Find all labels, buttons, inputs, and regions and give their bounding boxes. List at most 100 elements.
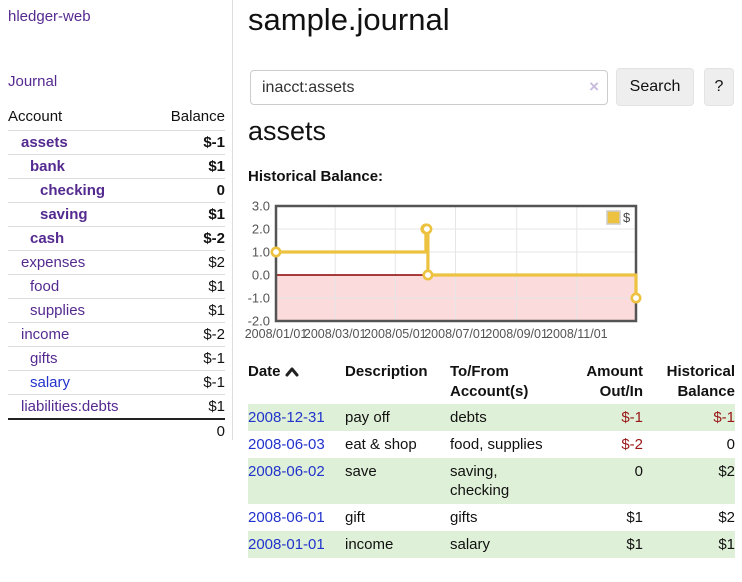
sidebar-account-link[interactable]: expenses xyxy=(21,254,86,271)
data-point-marker xyxy=(270,246,282,258)
account-row: assets $-1 xyxy=(8,130,225,155)
y-axis-tick-label: 1.0 xyxy=(252,245,270,260)
sidebar-account-link[interactable]: income xyxy=(21,326,70,343)
sidebar-account-link[interactable]: saving xyxy=(40,206,88,223)
clear-search-icon[interactable]: × xyxy=(589,77,599,96)
header-label: To/From xyxy=(450,363,509,380)
account-balance: $1 xyxy=(208,206,225,223)
register-header-description[interactable]: Description xyxy=(345,360,450,404)
account-balance: $-1 xyxy=(203,134,225,151)
x-axis-tick-label: 2008/05/01 xyxy=(364,327,427,341)
account-balance: $1 xyxy=(208,398,225,415)
account-row: supplies $1 xyxy=(8,298,225,323)
header-label: Balance xyxy=(677,383,735,400)
header-label: Date xyxy=(248,363,281,380)
account-row: cash $-2 xyxy=(8,226,225,251)
account-row: gifts $-1 xyxy=(8,346,225,371)
search-button[interactable]: Search xyxy=(616,68,694,106)
sidebar-account-link[interactable]: gifts xyxy=(30,350,58,367)
y-axis-tick-label: -2.0 xyxy=(248,314,270,329)
sidebar-account-link[interactable]: salary xyxy=(30,374,71,391)
chart-border xyxy=(274,204,638,323)
accounts-header-balance: Balance xyxy=(170,108,225,125)
y-axis-tick-label: -1.0 xyxy=(248,291,270,306)
transaction-balance: $-1 xyxy=(643,404,735,431)
account-heading: assets xyxy=(248,116,327,146)
app-title[interactable]: hledger-web xyxy=(8,8,91,25)
y-axis-tick-label: 3.0 xyxy=(252,199,270,214)
account-row: income $-2 xyxy=(8,322,225,347)
y-axis-tick-label: 2.0 xyxy=(252,222,270,237)
account-row: expenses $2 xyxy=(8,250,225,275)
accounts-table: Account Balance assets $-1 bank $1 checking 0… xyxy=(8,105,225,443)
sidebar-account-link[interactable]: supplies xyxy=(30,302,86,319)
account-balance: $2 xyxy=(208,254,225,271)
historical-balance-chart: $3.0 2.0 1.0 0.0 -1.0 -2.02008/01/012008/03/0… xyxy=(245,199,642,341)
x-axis-tick-label: 2008/01/01 xyxy=(245,327,308,341)
register-header-amount[interactable]: Amount Out/In xyxy=(560,360,643,404)
data-point-marker xyxy=(630,292,642,304)
sidebar-account-link[interactable]: liabilities:debts xyxy=(21,398,119,415)
header-label: Account(s) xyxy=(450,383,529,400)
sidebar-item-journal[interactable]: Journal xyxy=(8,73,58,90)
sidebar-account-link[interactable]: cash xyxy=(30,230,65,247)
account-row: salary $-1 xyxy=(8,370,225,395)
x-axis-tick-label: 2008/09/01 xyxy=(485,327,548,341)
transaction-description: income xyxy=(345,531,450,558)
register-header-balance[interactable]: Historical Balance xyxy=(643,360,735,404)
accounts-header-row: Account Balance xyxy=(8,105,225,131)
sidebar-account-link[interactable]: checking xyxy=(40,182,106,199)
account-balance: $1 xyxy=(208,302,225,319)
register-row: 2008-06-03 eat & shop food, supplies $-2 0 xyxy=(248,431,735,458)
account-balance: $-1 xyxy=(203,350,225,367)
y-axis-tick-label: 0.0 xyxy=(252,268,270,283)
transaction-amount: $-1 xyxy=(560,404,643,431)
sidebar-account-link[interactable]: food xyxy=(30,278,60,295)
transaction-amount: $1 xyxy=(560,531,643,558)
transaction-date-link[interactable]: 2008-06-01 xyxy=(248,509,325,526)
register-table: Date Description To/From Account(s) Amount Ou… xyxy=(248,360,735,558)
register-row: 2008-01-01 income salary $1 $1 xyxy=(248,531,735,558)
sidebar: hledger-web Journal Account Balance asse… xyxy=(0,0,233,440)
account-balance: $-2 xyxy=(203,326,225,343)
accounts-total: 0 xyxy=(216,423,225,440)
account-balance: $-1 xyxy=(203,374,225,391)
transaction-amount: $-2 xyxy=(621,436,643,453)
transaction-description: pay off xyxy=(345,404,450,431)
transaction-date-link[interactable]: 2008-12-31 xyxy=(248,409,325,426)
transaction-description: save xyxy=(345,458,450,504)
transaction-accounts: food, supplies xyxy=(450,436,543,453)
register-row: 2008-12-31 pay off debts $-1 $-1 xyxy=(248,404,735,431)
main-content: sample.journal × Search ? assets Histori… xyxy=(245,0,742,582)
chart-title: Historical Balance: xyxy=(248,168,384,185)
search-form: × Search ? xyxy=(248,68,742,106)
transaction-date-link[interactable]: 2008-01-01 xyxy=(248,536,325,553)
sidebar-account-link[interactable]: assets xyxy=(21,134,68,151)
x-axis-tick-label: 2008/07/01 xyxy=(424,327,487,341)
transaction-amount: 0 xyxy=(560,458,643,504)
transaction-description: gift xyxy=(345,509,366,526)
help-button[interactable]: ? xyxy=(704,68,734,106)
register-header-date[interactable]: Date xyxy=(248,360,345,404)
header-label: Description xyxy=(345,363,428,380)
transaction-accounts: gifts xyxy=(450,509,478,526)
register-row: 2008-06-02 save saving, checking 0 $2 xyxy=(248,458,735,504)
sort-ascending-icon xyxy=(285,367,299,377)
transaction-date-link[interactable]: 2008-06-03 xyxy=(248,436,325,453)
register-header-accounts[interactable]: To/From Account(s) xyxy=(450,360,560,404)
transaction-description: eat & shop xyxy=(345,436,417,453)
page-title: sample.journal xyxy=(248,2,450,37)
accounts-total-row: 0 xyxy=(8,419,225,443)
transaction-balance: $2 xyxy=(643,458,735,504)
header-label: Historical xyxy=(666,363,735,380)
sidebar-account-link[interactable]: bank xyxy=(30,158,66,175)
account-balance: $-2 xyxy=(203,230,225,247)
data-point-marker xyxy=(421,223,433,235)
search-input[interactable] xyxy=(250,70,608,105)
search-field-wrap: × xyxy=(250,70,608,105)
x-axis-tick-label: 2008/11/01 xyxy=(546,327,608,341)
transaction-date-link[interactable]: 2008-06-02 xyxy=(248,463,325,480)
account-row: liabilities:debts $1 xyxy=(8,394,225,420)
legend-label: $ xyxy=(623,210,631,225)
legend-swatch xyxy=(606,210,621,225)
